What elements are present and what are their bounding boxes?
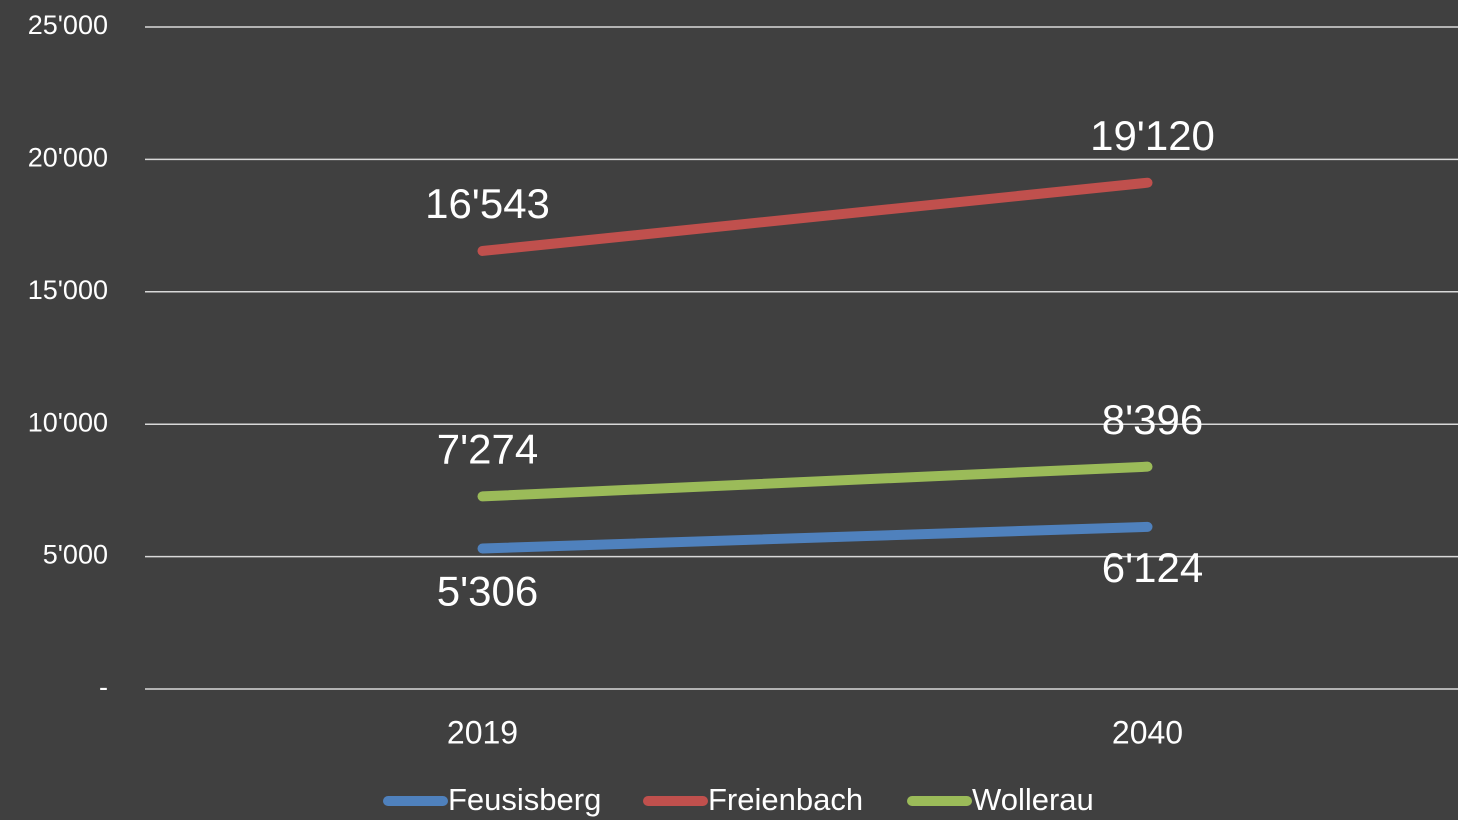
y-tick-label: 10'000	[28, 407, 108, 437]
series-line	[477, 521, 1153, 554]
y-tick-label: 25'000	[28, 10, 108, 40]
y-tick-label: 20'000	[28, 143, 108, 173]
legend-label: Freienbach	[708, 782, 863, 817]
data-label: 5'306	[437, 568, 538, 615]
y-tick-label: 15'000	[28, 275, 108, 305]
series-line	[477, 177, 1153, 256]
x-tick-label: 2040	[1112, 714, 1183, 750]
data-label: 7'274	[437, 425, 538, 472]
legend-label: Feusisberg	[448, 782, 601, 817]
series-line	[477, 461, 1153, 502]
x-tick-label: 2019	[447, 714, 518, 750]
y-tick-label: -	[99, 672, 108, 702]
data-label: 16'543	[425, 180, 550, 227]
y-tick-label: 5'000	[43, 540, 108, 570]
data-label: 8'396	[1102, 396, 1203, 443]
legend-label: Wollerau	[972, 782, 1094, 817]
data-label: 19'120	[1090, 112, 1215, 159]
data-label: 6'124	[1102, 544, 1203, 591]
